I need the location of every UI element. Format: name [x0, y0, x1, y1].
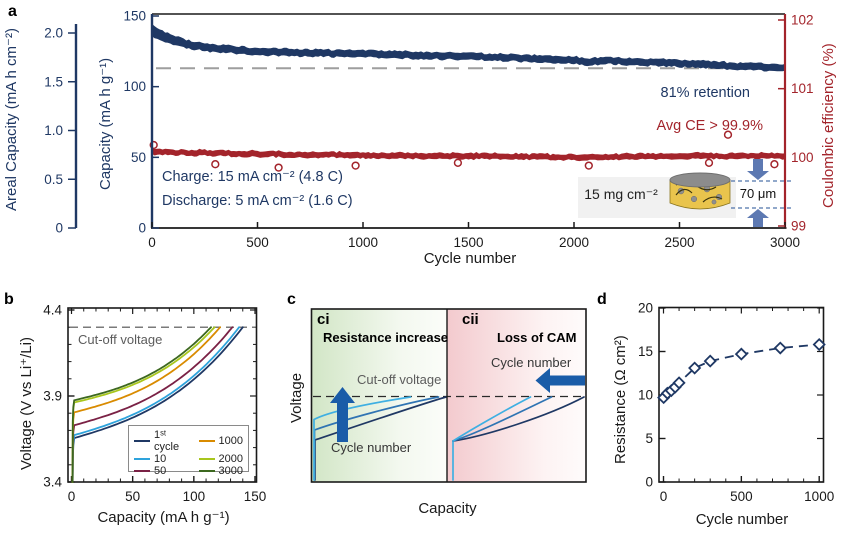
cii-charge-curves — [452, 396, 585, 481]
svg-text:1000: 1000 — [348, 235, 378, 250]
svg-text:10: 10 — [638, 388, 653, 403]
svg-text:0: 0 — [660, 489, 668, 504]
svg-text:150: 150 — [123, 9, 146, 24]
svg-text:100: 100 — [183, 489, 206, 504]
legend-label: 10 — [154, 453, 167, 465]
cii-background — [447, 309, 586, 482]
coulombic-efficiency-axis-title: Coulombic efficiency (%) — [820, 43, 837, 208]
svg-text:0: 0 — [148, 235, 156, 250]
cycle-number-axis-title-d: Cycle number — [695, 511, 789, 528]
svg-text:0.5: 0.5 — [44, 172, 63, 187]
electrode-top — [669, 172, 731, 188]
electrode-schematic — [578, 159, 791, 227]
svg-text:100: 100 — [791, 150, 814, 165]
svg-text:0: 0 — [645, 475, 653, 490]
legend-item: 10 — [134, 453, 193, 465]
panel-a-plot: 0 500 1000 1500 2000 2500 300005010015000.51.0… — [44, 9, 813, 251]
panel-d-label: d — [597, 291, 607, 308]
svg-text:1.5: 1.5 — [44, 74, 63, 89]
areal-capacity-axis-title: Areal Capacity (mA h cm⁻²) — [3, 28, 20, 211]
legend-item: 2000 — [198, 453, 243, 465]
legend-line-swatch — [134, 457, 150, 461]
legend-item: 3000 — [198, 465, 243, 477]
legend-line-swatch — [198, 457, 215, 461]
svg-text:4.4: 4.4 — [43, 303, 62, 318]
capacity-axis-title: Capacity (mA h g⁻¹) — [97, 57, 114, 190]
panel-b-plot: 3.4 3.9 4.4 0 50 100 150 — [43, 303, 266, 505]
legend-line-swatch — [198, 469, 215, 473]
mass-loading-note: 15 mg cm⁻² — [584, 186, 658, 202]
legend-label: 3000 — [218, 465, 243, 477]
panel-b-label: b — [4, 291, 14, 308]
panel-c-label: c — [287, 291, 296, 308]
ci-sublabel: ci — [317, 311, 330, 328]
cutoff-voltage-label-c: Cut-off voltage — [357, 372, 442, 387]
svg-text:3.4: 3.4 — [43, 475, 62, 490]
cycle-number-annotation-cii: Cycle number — [491, 355, 572, 370]
svg-text:1500: 1500 — [453, 235, 483, 250]
svg-text:50: 50 — [125, 489, 140, 504]
panel-c-diagram — [310, 308, 587, 483]
legend: 1ˢᵗ cycle 10 50 1000 2000 3000 — [128, 425, 249, 477]
voltage-axis-title-c: Voltage — [288, 372, 305, 423]
svg-text:0: 0 — [138, 221, 146, 236]
up-arrow-icon — [747, 209, 769, 227]
svg-text:1.0: 1.0 — [44, 123, 63, 138]
ci-title: Resistance increase — [323, 330, 449, 345]
charge-rate-note: Charge: 15 mA cm⁻² (4.8 C) — [162, 169, 343, 185]
svg-text:0: 0 — [55, 221, 63, 236]
svg-text:100: 100 — [123, 79, 146, 94]
cycle-number-axis-title-a: Cycle number — [423, 250, 517, 267]
svg-text:150: 150 — [244, 489, 267, 504]
legend-item: 50 — [134, 465, 193, 477]
ci-background — [311, 309, 447, 482]
thickness-note: 70 μm — [739, 186, 777, 201]
panel-c-border — [310, 308, 587, 483]
legend-line-swatch — [198, 439, 215, 443]
svg-text:500: 500 — [246, 235, 269, 250]
legend-item: 1ˢᵗ cycle — [134, 429, 193, 453]
avg-ce-note: Avg CE > 99.9% — [656, 118, 763, 134]
discharge-rate-note: Discharge: 5 mA cm⁻² (1.6 C) — [162, 193, 353, 209]
svg-text:3.9: 3.9 — [43, 389, 62, 404]
capacity-axis-title-c: Capacity — [418, 500, 477, 517]
svg-text:2.0: 2.0 — [44, 26, 63, 41]
svg-text:20: 20 — [638, 301, 653, 316]
legend-label: 50 — [154, 465, 167, 477]
cii-title: Loss of CAM — [497, 330, 577, 345]
left-arrow-icon — [535, 368, 585, 393]
legend-label: 1ˢᵗ cycle — [154, 429, 180, 453]
retention-note: 81% retention — [660, 85, 750, 101]
panel-a-label: a — [8, 3, 17, 20]
cii-sublabel: cii — [462, 311, 479, 328]
svg-text:1000: 1000 — [804, 489, 834, 504]
legend-label: 1000 — [218, 435, 243, 447]
svg-text:2500: 2500 — [664, 235, 694, 250]
down-arrow-icon — [747, 159, 769, 180]
svg-text:0: 0 — [68, 489, 76, 504]
svg-text:5: 5 — [645, 431, 653, 446]
cycle-number-annotation-ci: Cycle number — [331, 440, 412, 455]
panel-d-plot: 0 5 10 15 20 0 500 1000 — [638, 301, 834, 505]
svg-text:500: 500 — [730, 489, 753, 504]
up-arrow-icon — [330, 387, 355, 442]
capacity-axis-title-b: Capacity (mA h g⁻¹) — [97, 509, 230, 526]
svg-text:3000: 3000 — [770, 235, 800, 250]
svg-text:15: 15 — [638, 344, 653, 359]
svg-text:2000: 2000 — [559, 235, 589, 250]
resistance-axis-title: Resistance (Ω cm²) — [612, 335, 629, 464]
svg-text:101: 101 — [791, 81, 814, 96]
legend-line-swatch — [134, 469, 150, 473]
svg-text:102: 102 — [791, 13, 814, 28]
svg-text:50: 50 — [131, 150, 146, 165]
ci-charge-curves — [313, 396, 447, 481]
voltage-axis-title-b: Voltage (V vs Li⁺/Li) — [18, 337, 35, 470]
legend-label: 2000 — [218, 453, 243, 465]
legend-item: 1000 — [198, 435, 243, 447]
cutoff-voltage-label-b: Cut-off voltage — [78, 332, 163, 347]
legend-line-swatch — [134, 439, 150, 443]
svg-text:99: 99 — [791, 219, 806, 234]
